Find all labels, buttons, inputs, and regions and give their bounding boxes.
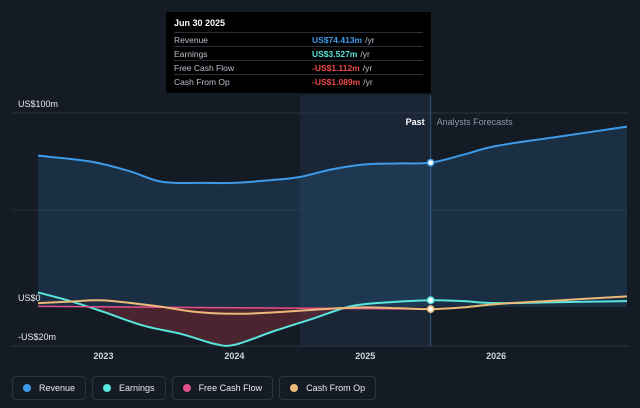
x-tick-label: 2025 — [355, 351, 375, 361]
tooltip-row-value: US$74.413m — [312, 34, 363, 45]
chart-fill-layer — [38, 126, 627, 346]
legend-item-revenue[interactable]: Revenue — [12, 376, 87, 400]
chart-legend: Revenue Earnings Free Cash Flow Cash Fro… — [12, 376, 377, 400]
legend-item-earnings[interactable]: Earnings — [92, 376, 166, 400]
point-marker-cash-from-op — [426, 305, 435, 314]
legend-swatch-icon — [182, 384, 191, 392]
tooltip-row-value: -US$1.089m — [312, 76, 361, 87]
legend-label: Free Cash Flow — [198, 383, 263, 393]
tooltip-row-earnings: Earnings US$3.527m /yr — [174, 46, 423, 60]
legend-swatch-icon — [103, 384, 112, 392]
tooltip-row-value: US$3.527m — [312, 48, 358, 59]
data-tooltip: Jun 30 2025 Revenue US$74.413m /yr Earni… — [166, 12, 431, 93]
period-label-past: Past — [406, 117, 425, 127]
tooltip-date: Jun 30 2025 — [174, 18, 226, 28]
y-tick-label: -US$20m — [18, 332, 56, 342]
series-line-cash-from-op — [37, 295, 628, 315]
tooltip-row-unit: /yr — [362, 62, 373, 73]
legend-swatch-icon — [23, 384, 31, 392]
tooltip-row-label: Revenue — [174, 34, 209, 45]
legend-swatch-icon — [290, 384, 299, 392]
legend-label: Cash From Op — [306, 383, 366, 393]
series-area-revenue — [38, 126, 627, 307]
legend-label: Revenue — [39, 383, 76, 393]
tooltip-row-unit: /yr — [365, 34, 375, 45]
tooltip-row-unit: /yr — [360, 48, 370, 59]
legend-item-cash-from-op[interactable]: Cash From Op — [279, 376, 377, 400]
tooltip-row-label: Earnings — [174, 48, 208, 59]
tooltip-row-label: Free Cash Flow — [174, 62, 234, 73]
tooltip-row-revenue: Revenue US$74.413m /yr — [174, 32, 423, 46]
x-tick-label: 2026 — [486, 351, 506, 361]
tooltip-row-value: -US$1.112m — [312, 62, 360, 73]
y-tick-label: US$100m — [18, 99, 58, 109]
y-tick-label: US$0 — [18, 293, 41, 303]
chart-marker-layer — [426, 158, 435, 314]
legend-item-free-cash-flow[interactable]: Free Cash Flow — [171, 376, 274, 400]
legend-label: Earnings — [119, 383, 155, 393]
series-line-earnings — [37, 291, 628, 347]
chart-label-layer: US$100m US$0 -US$20m 2023 2024 2025 2026 Past An… — [18, 99, 513, 361]
chart-line-layer — [37, 125, 628, 347]
earnings-negative-area — [38, 307, 627, 346]
x-tick-label: 2023 — [93, 351, 113, 361]
point-marker-earnings — [426, 296, 435, 305]
x-tick-label: 2024 — [224, 351, 244, 361]
tooltip-row-free-cash-flow: Free Cash Flow -US$1.112m /yr — [174, 60, 423, 74]
tooltip-row-unit: /yr — [363, 76, 373, 87]
tooltip-row-cash-from-op: Cash From Op -US$1.089m /yr — [174, 74, 423, 88]
period-label-forecast: Analysts Forecasts — [437, 117, 514, 127]
tooltip-row-label: Cash From Op — [174, 76, 230, 87]
series-line-revenue — [37, 125, 628, 185]
point-marker-revenue — [426, 158, 435, 167]
